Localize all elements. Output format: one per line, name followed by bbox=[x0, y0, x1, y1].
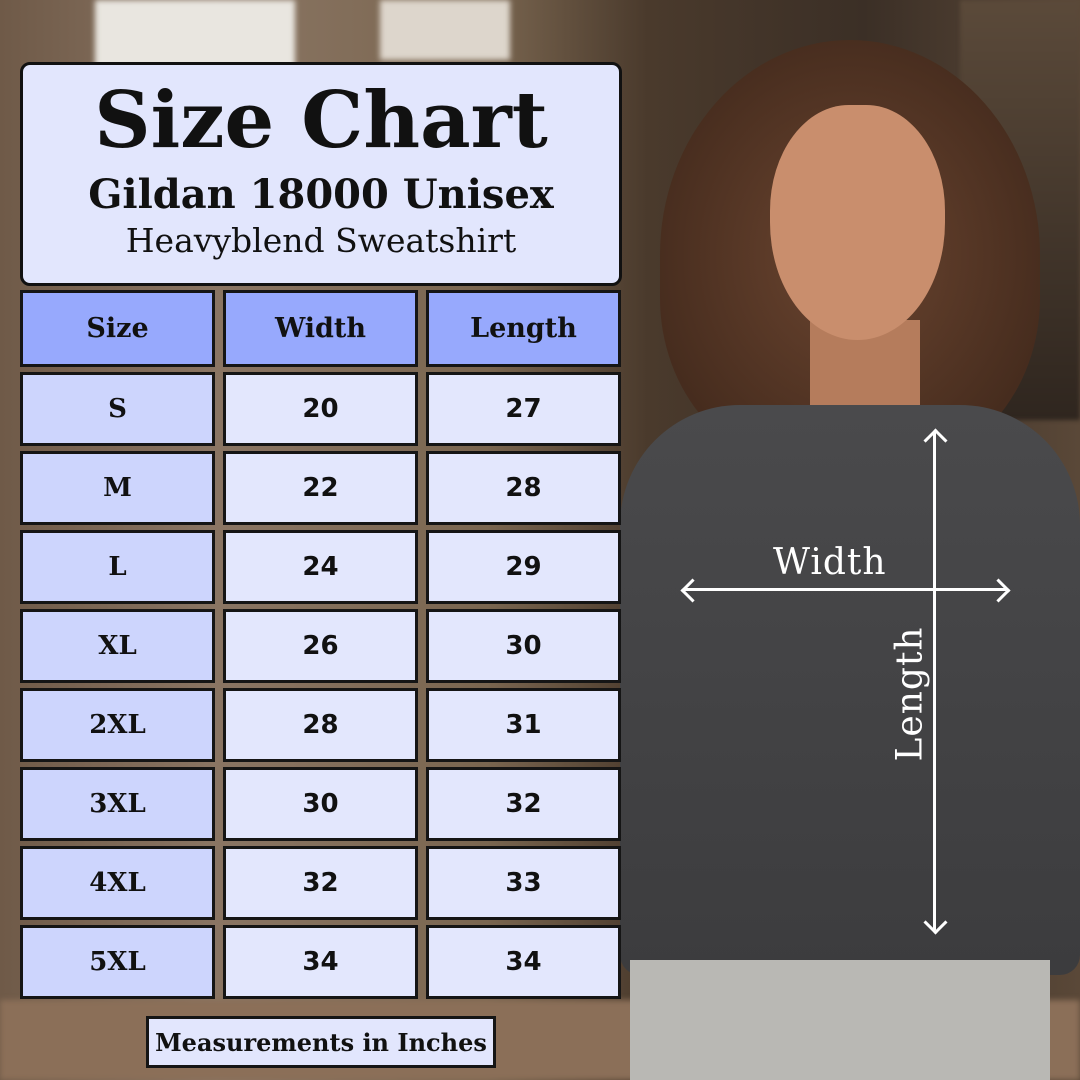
column-header-size: Size bbox=[20, 290, 215, 367]
length-label: Length bbox=[889, 626, 931, 762]
size-cell: M bbox=[20, 451, 215, 525]
background-window bbox=[380, 0, 510, 60]
width-label: Width bbox=[773, 542, 887, 583]
width-cell: 28 bbox=[223, 688, 418, 762]
measurement-note: Measurements in Inches bbox=[146, 1016, 496, 1068]
width-cell: 26 bbox=[223, 609, 418, 683]
size-cell: L bbox=[20, 530, 215, 604]
size-cell: XL bbox=[20, 609, 215, 683]
model-face bbox=[770, 105, 945, 340]
page-title: Size Chart bbox=[94, 75, 548, 166]
width-arrow bbox=[684, 588, 1006, 591]
length-cell: 33 bbox=[426, 846, 621, 920]
length-cell: 27 bbox=[426, 372, 621, 446]
size-cell: 5XL bbox=[20, 925, 215, 999]
length-cell: 32 bbox=[426, 767, 621, 841]
jeans bbox=[630, 960, 1050, 1080]
width-cell: 32 bbox=[223, 846, 418, 920]
width-cell: 24 bbox=[223, 530, 418, 604]
model-photo bbox=[620, 0, 1080, 1080]
width-cell: 22 bbox=[223, 451, 418, 525]
size-cell: S bbox=[20, 372, 215, 446]
column-header-width: Width bbox=[223, 290, 418, 367]
length-cell: 34 bbox=[426, 925, 621, 999]
sweatshirt bbox=[620, 405, 1080, 975]
product-name: Heavyblend Sweatshirt bbox=[125, 221, 517, 260]
title-box: Size Chart Gildan 18000 Unisex Heavyblen… bbox=[20, 62, 622, 286]
column-header-length: Length bbox=[426, 290, 621, 367]
width-cell: 20 bbox=[223, 372, 418, 446]
size-cell: 3XL bbox=[20, 767, 215, 841]
subtitle: Gildan 18000 Unisex bbox=[88, 171, 554, 218]
size-cell: 4XL bbox=[20, 846, 215, 920]
length-cell: 28 bbox=[426, 451, 621, 525]
background-window bbox=[95, 0, 295, 70]
length-cell: 29 bbox=[426, 530, 621, 604]
size-cell: 2XL bbox=[20, 688, 215, 762]
width-cell: 30 bbox=[223, 767, 418, 841]
length-cell: 30 bbox=[426, 609, 621, 683]
width-cell: 34 bbox=[223, 925, 418, 999]
length-cell: 31 bbox=[426, 688, 621, 762]
length-arrow bbox=[933, 432, 936, 930]
